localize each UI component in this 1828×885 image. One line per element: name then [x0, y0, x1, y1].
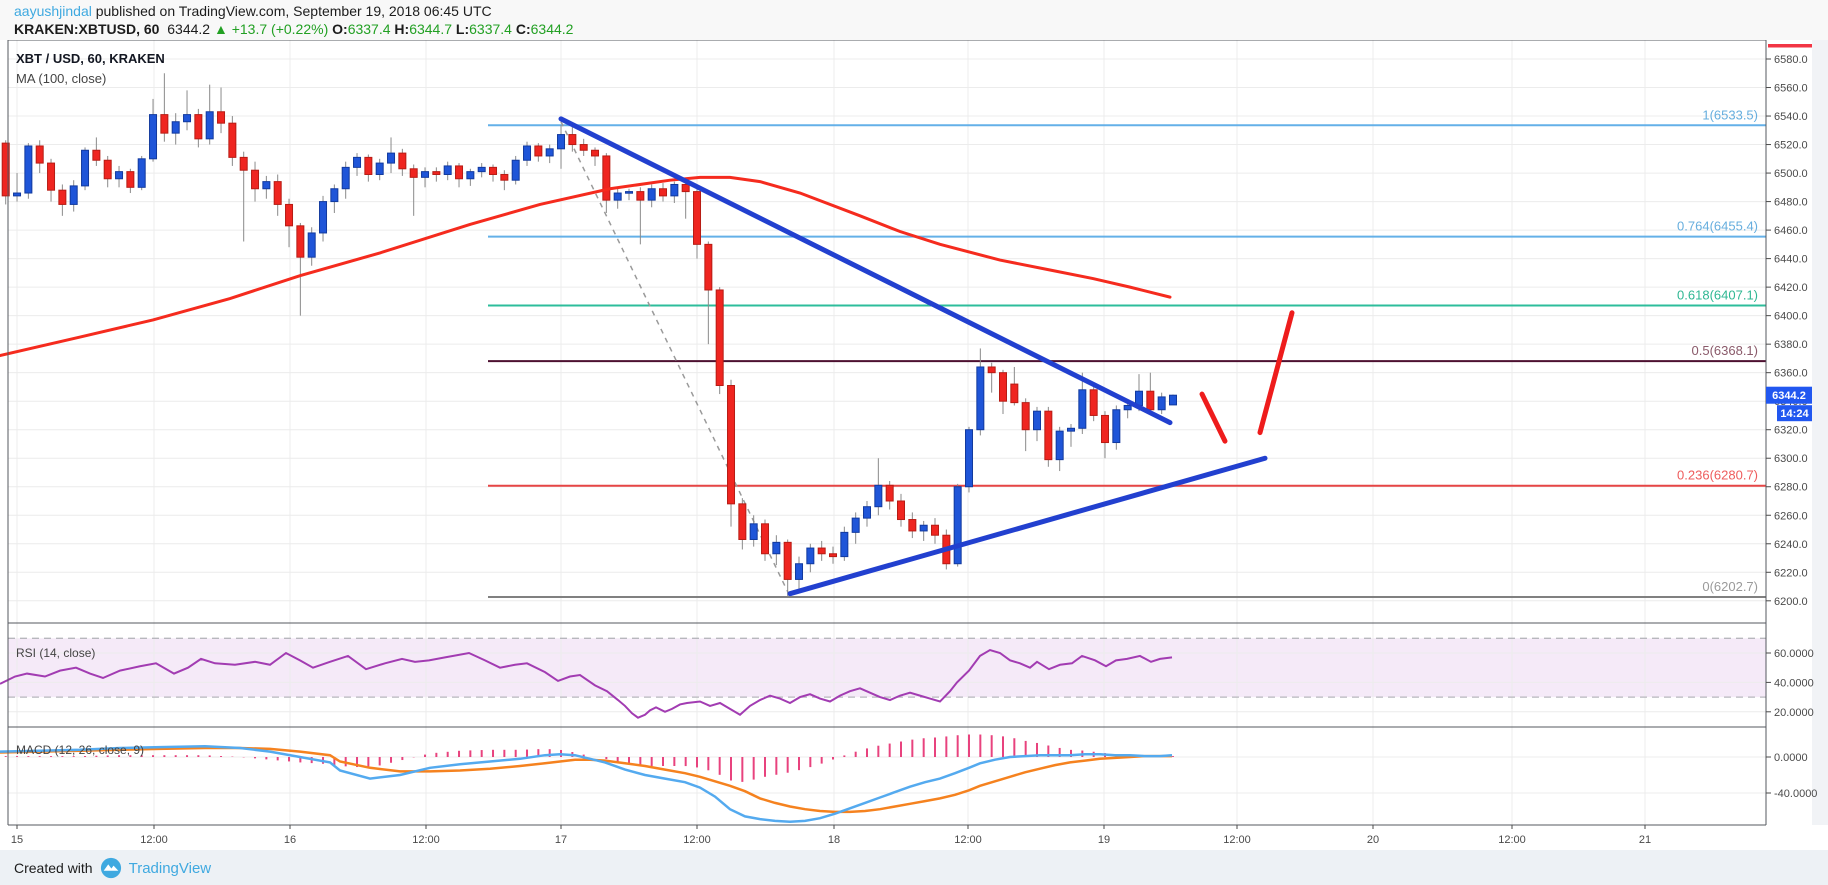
- svg-text:6380.0: 6380.0: [1774, 339, 1808, 351]
- last-price: 6344.2: [167, 21, 211, 37]
- ma-100-line[interactable]: [0, 175, 1172, 358]
- svg-text:19: 19: [1098, 834, 1110, 846]
- fib-label: 1(6533.5): [1702, 107, 1758, 122]
- fib-label: 0.764(6455.4): [1677, 219, 1758, 234]
- svg-text:6420.0: 6420.0: [1774, 282, 1808, 294]
- svg-text:12:00: 12:00: [683, 834, 711, 846]
- svg-text:6400.0: 6400.0: [1774, 311, 1808, 323]
- macd-line[interactable]: [0, 744, 1173, 824]
- attribution-strip: Created with TradingView: [0, 850, 1828, 885]
- symbol-name[interactable]: KRAKEN:XBTUSD, 60: [14, 21, 160, 37]
- close-value: 6344.2: [530, 21, 574, 37]
- svg-text:6520.0: 6520.0: [1774, 140, 1808, 152]
- rsi-line[interactable]: [0, 648, 1173, 719]
- svg-text:0.0000: 0.0000: [1774, 752, 1808, 764]
- svg-text:6580.0: 6580.0: [1774, 54, 1808, 66]
- countdown-badge: [1777, 405, 1812, 422]
- svg-text:20: 20: [1367, 834, 1379, 846]
- svg-text:6540.0: 6540.0: [1774, 111, 1808, 123]
- svg-text:6320.0: 6320.0: [1774, 425, 1808, 437]
- svg-text:12:00: 12:00: [412, 834, 440, 846]
- svg-text:6240.0: 6240.0: [1774, 539, 1808, 551]
- svg-text:16: 16: [284, 834, 296, 846]
- open-value: 6337.4: [347, 21, 391, 37]
- low-value: 6337.4: [469, 21, 512, 37]
- svg-text:-40.0000: -40.0000: [1774, 788, 1817, 800]
- descending-trendline[interactable]: [558, 116, 1173, 426]
- up-arrow-icon: ▲: [213, 21, 228, 37]
- price-axis[interactable]: 6200.0 6220.0 6240.0 6260.0 6280.0 6300.0 6320…: [1766, 40, 1828, 825]
- ma-legend[interactable]: MA (100, close): [16, 71, 106, 86]
- price-badge: [1766, 386, 1812, 404]
- candles-layer: [1, 73, 1177, 597]
- svg-text:12:00: 12:00: [1223, 834, 1251, 846]
- svg-text:6560.0: 6560.0: [1774, 83, 1808, 95]
- gridlines: [8, 40, 1766, 825]
- publish-text: published on TradingView.com, September …: [91, 3, 492, 19]
- svg-text:15: 15: [11, 834, 23, 846]
- svg-text:14:24: 14:24: [1780, 408, 1809, 420]
- fib-label: 0.5(6368.1): [1692, 343, 1759, 358]
- author-link[interactable]: aayushjindal: [14, 3, 92, 19]
- svg-text:21: 21: [1639, 834, 1651, 846]
- svg-text:6220.0: 6220.0: [1774, 567, 1808, 579]
- projection-arrow-up[interactable]: [1257, 310, 1295, 436]
- rsi-legend[interactable]: RSI (14, close): [16, 646, 95, 660]
- panel-borders: [7, 39, 1767, 826]
- svg-text:20.0000: 20.0000: [1774, 707, 1814, 719]
- tradingview-logo-icon[interactable]: [100, 857, 122, 879]
- fib-label: 0(6202.7): [1702, 579, 1758, 594]
- publish-byline: aayushjindal published on TradingView.co…: [14, 3, 492, 19]
- axis-top-marker: [1768, 44, 1812, 48]
- fib-dashed-connector: [560, 121, 791, 597]
- price-change: +13.7 (+0.22%): [231, 21, 329, 37]
- ascending-trendline[interactable]: [787, 455, 1268, 597]
- fib-label: 0.618(6407.1): [1677, 288, 1758, 303]
- svg-text:6200.0: 6200.0: [1774, 596, 1808, 608]
- svg-text:12:00: 12:00: [140, 834, 168, 846]
- svg-text:12:00: 12:00: [1498, 834, 1526, 846]
- symbol-ohlc-row: KRAKEN:XBTUSD, 60 6344.2 ▲ +13.7 (+0.22%…: [14, 21, 573, 37]
- rsi-band: [8, 638, 1766, 698]
- svg-text:6280.0: 6280.0: [1774, 482, 1808, 494]
- svg-text:18: 18: [828, 834, 840, 846]
- close-label: C:: [515, 21, 531, 37]
- svg-text:6300.0: 6300.0: [1774, 453, 1808, 465]
- high-value: 6344.7: [409, 21, 453, 37]
- svg-text:6480.0: 6480.0: [1774, 197, 1808, 209]
- low-label: L:: [455, 21, 470, 37]
- fib-label: 0.236(6280.7): [1677, 468, 1758, 483]
- price-chart-canvas[interactable]: 1(6533.5) 0.764(6455.4) 0.618(6407.1) 0.5(6…: [0, 0, 1828, 850]
- macd-legend[interactable]: MACD (12, 26, close, 9): [16, 743, 144, 757]
- svg-text:6440.0: 6440.0: [1774, 254, 1808, 266]
- tradingview-link[interactable]: TradingView: [128, 859, 212, 877]
- macd-signal-line[interactable]: [0, 746, 1172, 814]
- svg-text:12:00: 12:00: [954, 834, 982, 846]
- svg-text:6460.0: 6460.0: [1774, 225, 1808, 237]
- svg-text:17: 17: [555, 834, 567, 846]
- pullback-arrow-down[interactable]: [1199, 391, 1228, 444]
- chart-title[interactable]: XBT / USD, 60, KRAKEN: [16, 51, 165, 66]
- svg-text:6344.2: 6344.2: [1772, 390, 1806, 402]
- svg-text:6500.0: 6500.0: [1774, 168, 1808, 180]
- publish-info-bar: aayushjindal published on TradingView.co…: [0, 0, 1828, 40]
- high-label: H:: [394, 21, 410, 37]
- time-axis[interactable]: 15 12:00 16 12:00 17 12:00 18 12:00 19 12:00 20 12:…: [11, 825, 1651, 846]
- svg-text:6260.0: 6260.0: [1774, 510, 1808, 522]
- svg-text:6360.0: 6360.0: [1774, 368, 1808, 380]
- svg-text:40.0000: 40.0000: [1774, 677, 1814, 689]
- open-label: O:: [332, 21, 348, 37]
- created-with-label: Created with: [14, 860, 93, 876]
- svg-text:60.0000: 60.0000: [1774, 648, 1814, 660]
